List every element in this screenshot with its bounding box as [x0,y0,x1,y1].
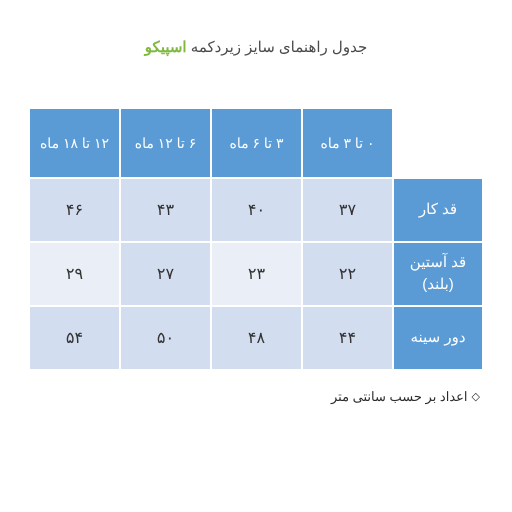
row-header: دور سینه [393,306,483,370]
table-row: قد آستین (بلند) ۲۲ ۲۳ ۲۷ ۲۹ [29,242,483,306]
table-cell: ۲۳ [211,242,302,306]
table-cell: ۴۰ [211,178,302,242]
table-cell: ۳۷ [302,178,393,242]
table-row: دور سینه ۴۴ ۴۸ ۵۰ ۵۴ [29,306,483,370]
table-cell: ۲۲ [302,242,393,306]
table-cell: ۴۸ [211,306,302,370]
table-cell: ۵۰ [120,306,211,370]
footnote: ◇ اعداد بر حسب سانتی متر [28,389,484,405]
col-header: ۶ تا ۱۲ ماه [120,108,211,178]
col-header: ۱۲ تا ۱۸ ماه [29,108,120,178]
table-cell: ۲۹ [29,242,120,306]
table-cell: ۴۴ [302,306,393,370]
table-cell: ۴۳ [120,178,211,242]
row-header: قد کار [393,178,483,242]
footnote-text: اعداد بر حسب سانتی متر [331,389,468,404]
page-title: جدول راهنمای سایز زیردکمه اسپیکو [28,38,484,57]
table-cell: ۲۷ [120,242,211,306]
table-cell: ۵۴ [29,306,120,370]
corner-cell [393,108,483,178]
table-header-row: ۰ تا ۳ ماه ۳ تا ۶ ماه ۶ تا ۱۲ ماه ۱۲ تا … [29,108,483,178]
table-row: قد کار ۳۷ ۴۰ ۴۳ ۴۶ [29,178,483,242]
diamond-icon: ◇ [472,390,480,403]
size-guide-table: ۰ تا ۳ ماه ۳ تا ۶ ماه ۶ تا ۱۲ ماه ۱۲ تا … [28,107,484,371]
table-cell: ۴۶ [29,178,120,242]
row-header: قد آستین (بلند) [393,242,483,306]
brand-name: اسپیکو [145,39,187,56]
col-header: ۰ تا ۳ ماه [302,108,393,178]
col-header: ۳ تا ۶ ماه [211,108,302,178]
title-prefix: جدول راهنمای سایز زیردکمه [187,39,368,56]
